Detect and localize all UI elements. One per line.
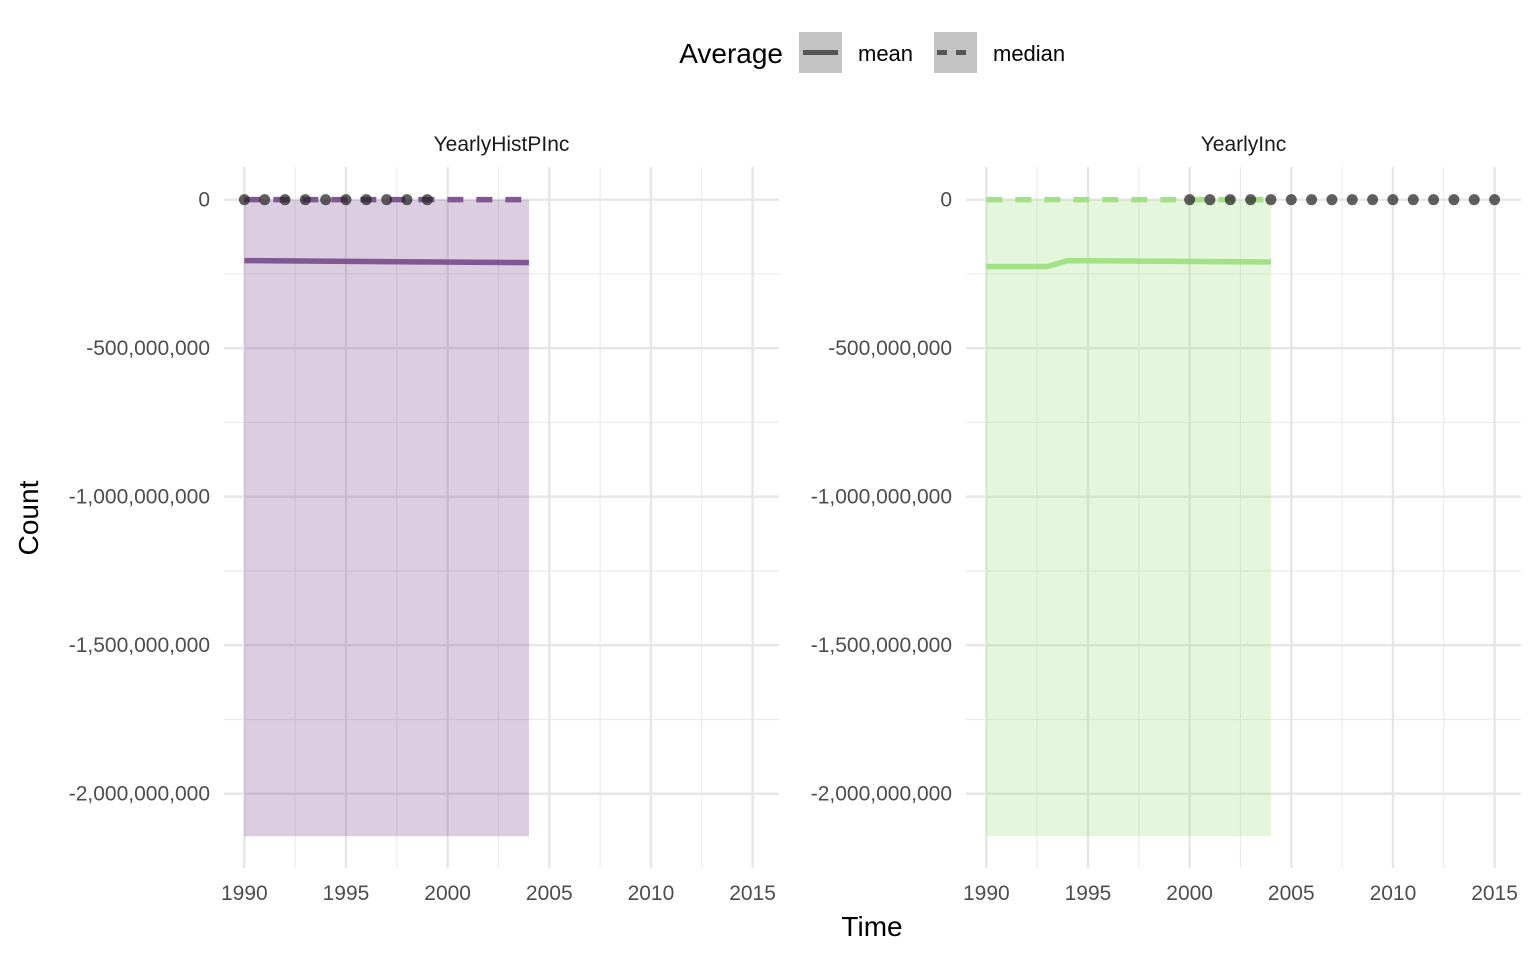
data-point [299, 194, 311, 206]
series-mean-line [986, 257, 1271, 270]
x-tick-label: 2010 [628, 882, 675, 905]
y-axis-title: Count [13, 480, 44, 555]
panel-yearlyinc: 1990 1995 2000 2005 2010 2015 0 -500,000,000 -1,… [811, 133, 1521, 905]
y-tick-label: 0 [198, 189, 210, 212]
data-point [1224, 194, 1236, 206]
facet-strip-label: YearlyInc [1201, 133, 1287, 156]
x-tick-label: 2015 [1471, 882, 1518, 905]
data-point [401, 194, 413, 206]
data-point [340, 194, 352, 206]
y-tick-label: -2,000,000,000 [811, 783, 952, 806]
data-point [1346, 194, 1358, 206]
x-tick-label: 1995 [1065, 882, 1112, 905]
data-point [1448, 194, 1460, 206]
x-axis-title: Time [841, 911, 902, 942]
data-point [1489, 194, 1501, 206]
y-tick-label: -500,000,000 [86, 337, 210, 360]
facet-strip-label: YearlyHistPInc [434, 133, 570, 156]
data-point [1468, 194, 1480, 206]
x-tick-label: 2000 [1166, 882, 1213, 905]
x-tick-label: 1990 [221, 882, 268, 905]
data-point [421, 194, 433, 206]
y-tick-label: -1,000,000,000 [811, 486, 952, 509]
data-point [1407, 194, 1419, 206]
data-point [1265, 194, 1277, 206]
data-point [259, 194, 271, 206]
x-tick-label: 2005 [1268, 882, 1315, 905]
data-point [320, 194, 332, 206]
data-point [238, 194, 250, 206]
x-tick-label: 1995 [323, 882, 370, 905]
data-point [1367, 194, 1379, 206]
panel-yearlyhistpinc: 1990 1995 2000 2005 2010 2015 0 -500,000,000 -1,… [69, 133, 779, 905]
legend-label-mean: mean [858, 41, 913, 66]
data-point [1306, 194, 1318, 206]
y-tick-label: -1,000,000,000 [69, 486, 210, 509]
legend: Average mean median [679, 32, 1065, 73]
y-tick-label: 0 [940, 189, 952, 212]
data-point [1184, 194, 1196, 206]
y-tick-label: -1,500,000,000 [811, 634, 952, 657]
series-mean-line [244, 257, 529, 266]
ribbon-band [244, 199, 529, 837]
y-tick-label: -1,500,000,000 [69, 634, 210, 657]
data-point [1428, 194, 1440, 206]
x-tick-label: 2005 [526, 882, 573, 905]
data-point [1387, 194, 1399, 206]
data-point [1245, 194, 1257, 206]
x-tick-label: 2000 [424, 882, 471, 905]
data-point [360, 194, 372, 206]
data-point [279, 194, 291, 206]
legend-label-median: median [993, 41, 1065, 66]
data-point [381, 194, 393, 206]
data-point [1204, 194, 1216, 206]
y-tick-label: -500,000,000 [828, 337, 952, 360]
y-tick-label: -2,000,000,000 [69, 783, 210, 806]
x-tick-label: 2010 [1370, 882, 1417, 905]
data-point [1285, 194, 1297, 206]
x-tick-label: 1990 [963, 882, 1010, 905]
ribbon-band [986, 199, 1271, 837]
x-tick-label: 2015 [729, 882, 776, 905]
legend-title: Average [679, 38, 783, 69]
data-point [1326, 194, 1338, 206]
